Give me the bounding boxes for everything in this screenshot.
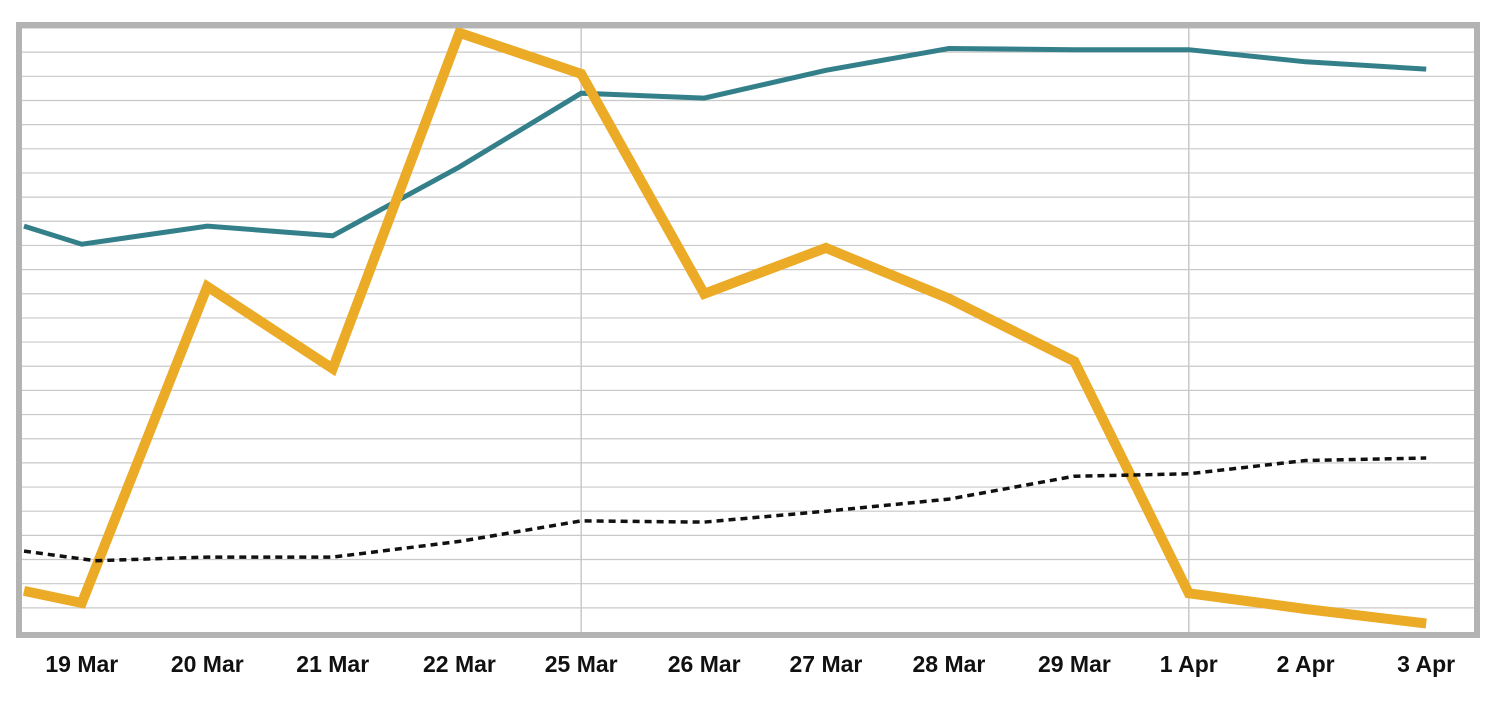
- x-tick-label: 26 Mar: [668, 651, 741, 677]
- x-tick-label: 2 Apr: [1277, 651, 1335, 677]
- x-tick-label: 1 Apr: [1160, 651, 1218, 677]
- x-tick-label: 19 Mar: [45, 651, 118, 677]
- series-lines: [22, 26, 1427, 629]
- x-tick-label: 28 Mar: [912, 651, 985, 677]
- x-axis-tick-labels: 19 Mar 20 Mar 21 Mar 22 Mar 25 Mar 26 Mar 27 M…: [45, 651, 1455, 677]
- series-line-2: [22, 26, 1427, 629]
- x-tick-label: 27 Mar: [789, 651, 862, 677]
- x-tick-label: 3 Apr: [1397, 651, 1455, 677]
- series-line-3: [23, 456, 1427, 563]
- plot-frame: [16, 22, 1480, 638]
- gridlines: [22, 27, 1474, 632]
- x-tick-label: 25 Mar: [545, 651, 618, 677]
- x-tick-label: 21 Mar: [296, 651, 369, 677]
- series-line-1: [23, 45, 1427, 247]
- x-tick-label: 22 Mar: [423, 651, 496, 677]
- x-tick-label: 20 Mar: [171, 651, 244, 677]
- x-tick-label: 29 Mar: [1038, 651, 1111, 677]
